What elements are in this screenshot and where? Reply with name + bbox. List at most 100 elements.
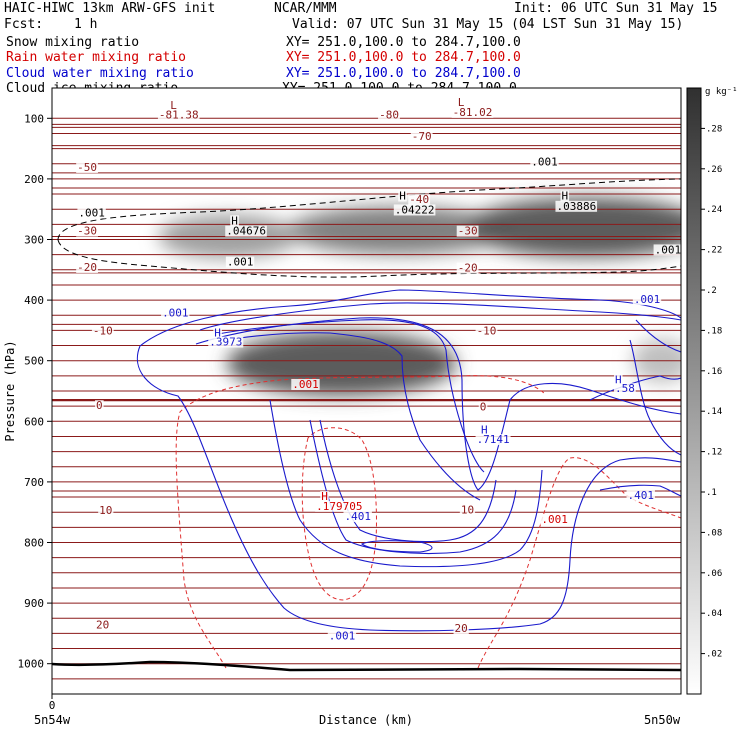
- label-backdrop: [456, 97, 466, 109]
- label-backdrop: [653, 244, 681, 256]
- colorbar-tick-label: .04: [706, 609, 722, 619]
- y-tick-label: 1000: [18, 658, 45, 671]
- terrain-line: [52, 660, 681, 672]
- colorbar-tick-label: .1: [706, 488, 717, 498]
- cloud-ice-maximum: [226, 331, 457, 396]
- label-backdrop: [453, 623, 469, 635]
- x-end-label-right: 5n50w: [644, 713, 681, 727]
- contour-label: .001: [541, 513, 568, 526]
- rain-contour: [175, 375, 546, 669]
- contour-label: .58: [615, 382, 635, 395]
- contour-label: -30: [77, 225, 97, 238]
- label-backdrop: [320, 491, 329, 503]
- contour-label: -70: [412, 130, 432, 143]
- model-title: HAIC-HIWC 13km ARW-GFS init: [4, 1, 215, 16]
- contour-label: H: [481, 423, 488, 436]
- y-tick-label: 300: [24, 234, 44, 247]
- contour-label: H: [321, 490, 328, 503]
- label-backdrop: [456, 225, 479, 237]
- label-backdrop: [478, 401, 488, 413]
- y-tick-label: 500: [24, 355, 44, 368]
- contour-label: -40: [409, 193, 429, 206]
- label-backdrop: [161, 307, 190, 319]
- label-backdrop: [560, 190, 570, 202]
- contour-label: 0: [96, 399, 103, 412]
- cloud-water-contour: [199, 302, 681, 331]
- label-backdrop: [459, 504, 476, 516]
- contour-label: -10: [93, 325, 113, 338]
- contour-label: H: [399, 190, 406, 203]
- contour-label: .001: [531, 156, 558, 169]
- contour-label: 10: [461, 503, 474, 516]
- label-backdrop: [291, 378, 320, 390]
- contour-label: -10: [477, 325, 497, 338]
- y-tick-label: 900: [24, 597, 44, 610]
- snow-contour: [57, 239, 681, 278]
- colorbar-ticks: .02 .04 .06 .08 .1 .12 .14 .16 .18 .2 .22 .24 .26 .28: [701, 124, 722, 660]
- init-time: Init: 06 UTC Sun 31 May 15: [514, 1, 718, 16]
- temperature-contours: [52, 117, 681, 694]
- label-backdrop: [626, 489, 655, 501]
- center-name: NCAR/MMM: [274, 1, 337, 16]
- label-backdrop: [98, 505, 114, 517]
- contour-label: .001: [227, 256, 254, 269]
- label-backdrop: [378, 109, 400, 121]
- cloud-water-contour: [629, 339, 681, 456]
- label-backdrop: [77, 207, 106, 219]
- contour-label: -50: [77, 161, 97, 174]
- y-tick-label: 700: [24, 476, 44, 489]
- colorbar-tick-label: .2: [706, 286, 717, 296]
- valid-time: Valid: 07 UTC Sun 31 May 15 (04 LST Sun …: [292, 17, 683, 32]
- x-end-label-left: 5n54w: [34, 713, 71, 727]
- field-name-cloud-water: Cloud water mixing ratio: [6, 66, 194, 81]
- y-tick-label: 400: [24, 294, 44, 307]
- contour-label: .001: [329, 629, 356, 642]
- cloud-water-contour: [589, 375, 681, 401]
- contour-labels: L-81.38 -80L-81.02-70.001-50H -40.04222H.0…: [76, 96, 681, 642]
- field-name-snow: Snow mixing ratio: [6, 35, 139, 50]
- y-tick-label: 800: [24, 537, 44, 550]
- cloud-water-contour: [139, 289, 681, 347]
- contour-label: L: [458, 96, 465, 109]
- label-backdrop: [475, 434, 511, 446]
- label-backdrop: [410, 131, 433, 143]
- forecast-label: Fcst:: [4, 17, 43, 32]
- contour-label: .001: [162, 306, 189, 319]
- field-xy-rain: XY= 251.0,100.0 to 284.7,100.0: [286, 50, 521, 65]
- label-backdrop: [208, 336, 244, 348]
- colorbar-tick-label: .18: [706, 326, 722, 336]
- colorbar-tick-label: .16: [706, 367, 722, 377]
- label-backdrop: [225, 256, 255, 268]
- label-backdrop: [76, 262, 98, 274]
- contour-label: .401: [344, 510, 371, 523]
- label-backdrop: [555, 200, 598, 212]
- contour-label: .001: [634, 293, 661, 306]
- contour-label: .04676: [226, 225, 266, 238]
- cloud-water-contour: [269, 399, 543, 568]
- colorbar-tick-label: .26: [706, 165, 722, 175]
- label-backdrop: [393, 204, 436, 216]
- label-backdrop: [398, 190, 407, 202]
- contour-label: -20: [77, 261, 97, 274]
- contour-label: .03886: [556, 200, 596, 213]
- contour-label: .04222: [395, 203, 435, 216]
- snow-contour: [57, 178, 681, 241]
- label-backdrop: [343, 511, 372, 523]
- contour-label: .179705: [316, 500, 362, 513]
- label-backdrop: [76, 162, 98, 174]
- label-backdrop: [213, 327, 222, 339]
- label-backdrop: [530, 156, 559, 168]
- contour-label: H: [214, 326, 221, 339]
- cloud-water-contour: [319, 419, 497, 543]
- contour-label: .401: [628, 489, 655, 502]
- label-backdrop: [475, 325, 498, 337]
- contour-label: -20: [458, 262, 478, 275]
- cloud-water-contours: [136, 289, 681, 632]
- contour-label: -81.02: [453, 106, 493, 119]
- contour-label: -80: [379, 108, 399, 121]
- cloud-ice-maximum: [287, 206, 508, 255]
- y-tick-label: 600: [24, 415, 44, 428]
- label-backdrop: [169, 100, 178, 112]
- contour-label: -81.38: [159, 108, 199, 121]
- colorbar-tick-label: .22: [706, 246, 722, 256]
